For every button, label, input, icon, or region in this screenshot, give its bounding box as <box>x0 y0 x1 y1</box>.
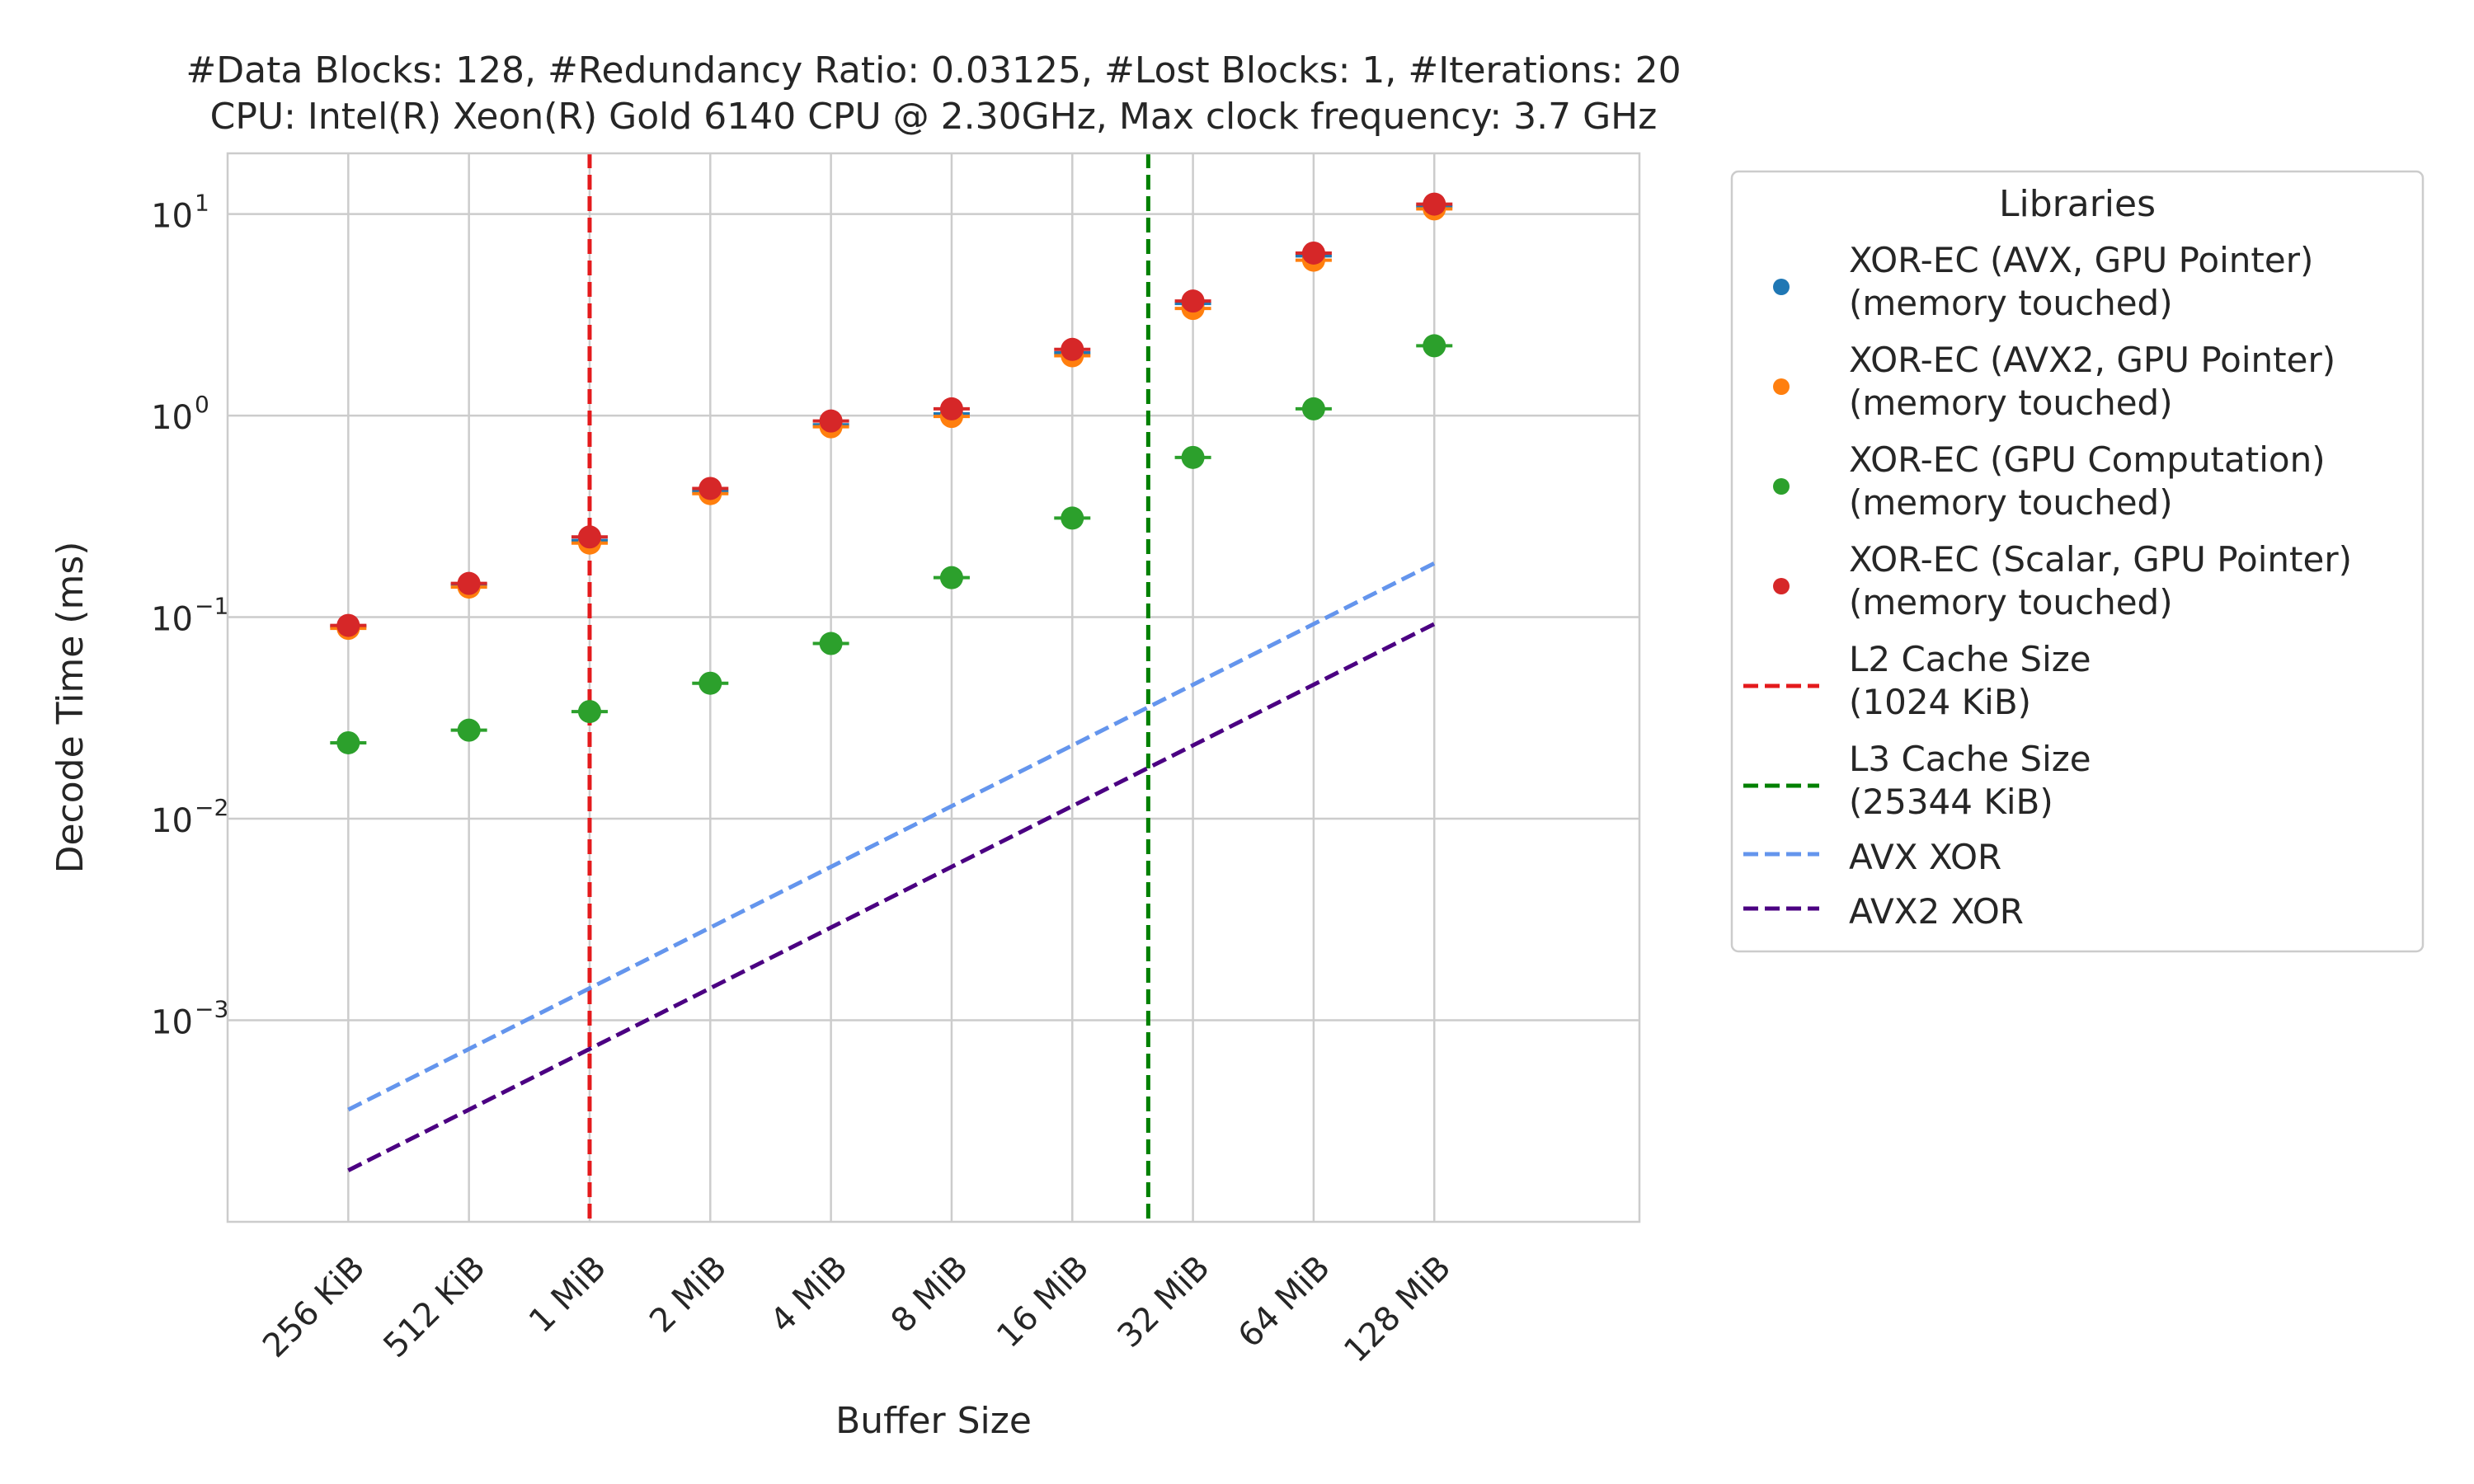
legend-label-scalar: XOR-EC (Scalar, GPU Pointer) <box>1849 539 2352 580</box>
point-gpu <box>336 730 360 754</box>
cache-lines <box>587 153 1150 1222</box>
x-tick-label: 4 MiB <box>764 1249 855 1341</box>
legend-label-l3: (25344 KiB) <box>1849 782 2053 822</box>
legend-label-l2: L2 Cache Size <box>1849 639 2091 679</box>
x-tick-label: 256 KiB <box>256 1249 372 1365</box>
legend-label-avx: XOR-EC (AVX, GPU Pointer) <box>1849 240 2313 280</box>
data-points <box>330 192 1453 754</box>
title-line-2: CPU: Intel(R) Xeon(R) Gold 6140 CPU @ 2.… <box>210 96 1658 138</box>
y-tick-exponent: −2 <box>195 794 228 821</box>
point-gpu <box>698 671 722 695</box>
legend-label-avx: (memory touched) <box>1849 283 2173 323</box>
legend-label-avx2: XOR-EC (AVX2, GPU Pointer) <box>1849 340 2335 380</box>
y-tick-exponent: −3 <box>195 996 228 1023</box>
grid <box>228 153 1639 1222</box>
x-tick-label: 128 MiB <box>1337 1249 1458 1370</box>
chart-title: #Data Blocks: 128, #Redundancy Ratio: 0.… <box>186 49 1681 138</box>
legend-label-l2: (1024 KiB) <box>1849 682 2031 722</box>
y-axis-label: Decode Time (ms) <box>49 542 92 874</box>
legend-marker-scalar <box>1773 578 1790 594</box>
title-line-1: #Data Blocks: 128, #Redundancy Ratio: 0.… <box>186 49 1681 92</box>
y-tick-label: 10 <box>151 198 193 236</box>
x-tick-labels: 256 KiB 512 KiB 1 MiB 2 MiB 4 MiB 8 MiB 16 MiB… <box>256 1249 1458 1370</box>
point-gpu <box>819 632 843 655</box>
xor-lines <box>347 561 1436 1172</box>
legend-label-avxxor: AVX XOR <box>1849 837 2001 877</box>
point-scalar <box>577 525 601 549</box>
y-tick-exponent: 0 <box>195 391 209 418</box>
point-scalar <box>1061 337 1084 361</box>
point-scalar <box>336 613 360 637</box>
y-tick-exponent: 1 <box>195 190 209 217</box>
x-tick-label: 2 MiB <box>642 1249 734 1341</box>
x-tick-label: 8 MiB <box>884 1249 976 1341</box>
point-gpu <box>1061 506 1084 530</box>
line-avxxor <box>347 561 1436 1112</box>
point-gpu <box>1181 445 1205 469</box>
y-tick-label: 10 <box>151 1004 193 1042</box>
point-scalar <box>1181 289 1205 313</box>
legend-label-avx2xor: AVX2 XOR <box>1849 891 2024 932</box>
point-scalar <box>698 477 722 500</box>
y-tick-label: 10 <box>151 399 193 437</box>
legend-title: Libraries <box>1999 183 2156 225</box>
point-scalar <box>819 409 843 433</box>
point-scalar <box>457 571 481 595</box>
point-scalar <box>1301 241 1325 265</box>
point-gpu <box>577 700 601 724</box>
legend-marker-avx2 <box>1773 378 1790 395</box>
point-scalar <box>939 397 963 420</box>
point-scalar <box>1423 192 1446 216</box>
line-avx2xor <box>347 622 1436 1172</box>
point-gpu <box>1301 397 1325 420</box>
legend-label-gpu: (memory touched) <box>1849 482 2173 523</box>
x-tick-label: 16 MiB <box>990 1249 1096 1355</box>
x-tick-label: 1 MiB <box>522 1249 614 1341</box>
x-axis-label: Buffer Size <box>835 1400 1032 1442</box>
y-tick-label: 10 <box>151 802 193 840</box>
point-gpu <box>939 566 963 589</box>
y-tick-label: 10 <box>151 601 193 639</box>
x-tick-label: 512 KiB <box>376 1249 492 1365</box>
point-gpu <box>457 718 481 742</box>
legend-marker-avx <box>1773 279 1790 295</box>
point-gpu <box>1423 334 1446 358</box>
legend-label-l3: L3 Cache Size <box>1849 739 2091 779</box>
x-tick-label: 64 MiB <box>1231 1249 1338 1355</box>
plot-frame <box>226 152 1641 1223</box>
legend-label-avx2: (memory touched) <box>1849 383 2173 423</box>
legend-label-gpu: XOR-EC (GPU Computation) <box>1849 439 2326 480</box>
y-tick-exponent: −1 <box>195 593 228 620</box>
legend-box <box>1730 170 2425 953</box>
legend-marker-gpu <box>1773 478 1790 495</box>
legend-label-scalar: (memory touched) <box>1849 582 2173 622</box>
x-tick-label: 32 MiB <box>1110 1249 1216 1355</box>
